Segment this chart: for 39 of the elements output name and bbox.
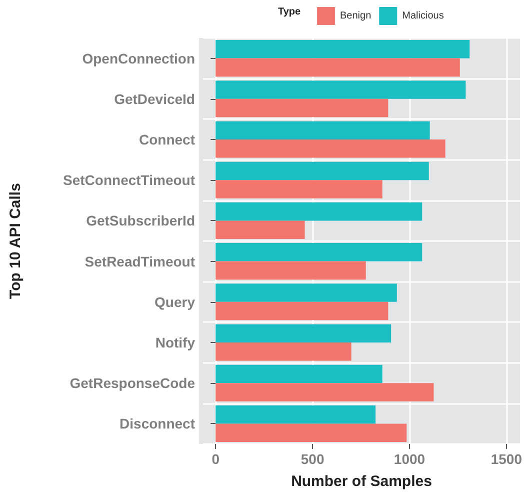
bar	[216, 324, 392, 342]
bar	[216, 243, 422, 262]
y-tick-label: Query	[154, 294, 196, 310]
bar	[216, 162, 429, 180]
bar	[216, 284, 397, 302]
bar	[216, 261, 366, 280]
y-tick-label: Connect	[139, 132, 196, 148]
legend-title: Type	[278, 6, 302, 18]
y-axis-title: Top 10 API Calls	[7, 183, 24, 299]
legend-label: Benign	[340, 10, 372, 22]
x-tick-label: 0	[212, 451, 220, 467]
bar	[216, 302, 388, 320]
bar	[216, 202, 422, 221]
x-axis-title: Number of Samples	[291, 473, 432, 490]
bar	[216, 40, 470, 58]
bar	[216, 140, 446, 158]
y-tick-label: GetSubscriberId	[86, 212, 195, 229]
y-tick-label: Disconnect	[120, 416, 196, 432]
bar	[216, 405, 376, 424]
y-tick-label: Notify	[155, 334, 196, 350]
bar	[216, 364, 382, 384]
bar	[216, 80, 466, 99]
x-tick-label: 1000	[394, 451, 426, 467]
bar	[216, 180, 382, 198]
y-tick-label: GetDeviceId	[114, 90, 195, 107]
legend-label: Malicious	[402, 10, 444, 22]
bar	[216, 98, 388, 118]
bar	[216, 424, 407, 442]
y-tick-label: GetResponseCode	[70, 375, 196, 392]
bar	[216, 383, 434, 402]
bar	[216, 342, 352, 361]
bar	[216, 220, 305, 239]
y-tick-label: OpenConnection	[82, 50, 195, 66]
bar	[216, 58, 460, 77]
x-tick-label: 1500	[490, 451, 522, 467]
bar	[216, 121, 430, 140]
x-tick-label: 500	[300, 451, 324, 467]
y-tick-label: SetReadTimeout	[84, 253, 196, 270]
y-tick-label: SetConnectTimeout	[63, 172, 196, 188]
